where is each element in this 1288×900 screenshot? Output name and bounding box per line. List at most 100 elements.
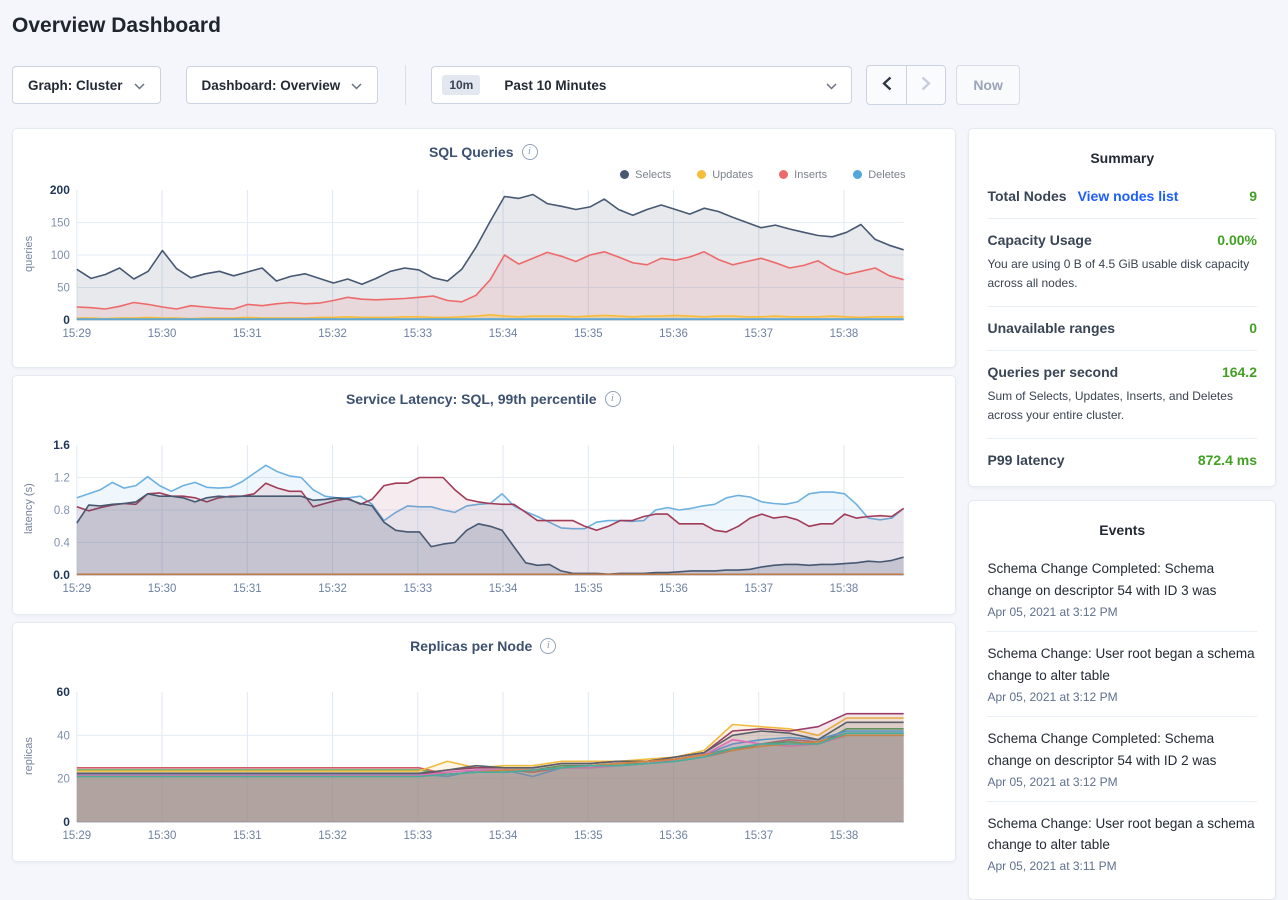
summary-row-total-nodes: Total Nodes View nodes list 9 [987, 175, 1257, 219]
legend-dot [853, 170, 863, 179]
event-item: Schema Change: User root began a schema … [987, 632, 1257, 717]
summary-value: 9 [1249, 188, 1257, 204]
replicas-per-node-chart[interactable]: 15:29 15:30 15:31 15:32 15:33 15:34 15:35 15:36… [37, 686, 945, 844]
svg-text:20: 20 [57, 774, 70, 786]
legend-label: Selects [635, 168, 672, 181]
now-button[interactable]: Now [956, 65, 1020, 105]
chevron-down-icon [133, 78, 145, 93]
svg-text:15:29: 15:29 [63, 328, 92, 340]
svg-text:15:38: 15:38 [830, 328, 859, 340]
page-title: Overview Dashboard [12, 14, 221, 37]
summary-label: Queries per second [987, 364, 1119, 381]
svg-text:15:31: 15:31 [233, 830, 262, 842]
summary-row-unavailable-ranges: Unavailable ranges 0 [987, 307, 1257, 352]
legend-item-selects[interactable]: Selects [620, 168, 671, 181]
legend-item-inserts[interactable]: Inserts [779, 168, 827, 181]
service-latency-chart[interactable]: 15:29 15:30 15:31 15:32 15:33 15:34 15:35 15:36… [37, 439, 945, 597]
summary-label: Unavailable ranges [987, 320, 1116, 337]
svg-text:15:37: 15:37 [744, 583, 773, 595]
svg-text:15:36: 15:36 [659, 583, 688, 595]
svg-text:15:30: 15:30 [148, 328, 177, 340]
svg-text:15:35: 15:35 [574, 830, 603, 842]
event-text: Schema Change Completed: Schema change o… [987, 561, 1217, 599]
summary-value: 164.2 [1221, 364, 1257, 381]
chevron-down-icon [351, 78, 362, 93]
view-nodes-list-link[interactable]: View nodes list [1077, 188, 1179, 204]
svg-text:15:37: 15:37 [744, 830, 773, 842]
svg-text:15:38: 15:38 [830, 583, 859, 595]
svg-text:0.0: 0.0 [53, 568, 70, 582]
y-axis-label: replicas [23, 737, 35, 775]
svg-text:15:36: 15:36 [659, 830, 688, 842]
event-timestamp: Apr 05, 2021 at 3:12 PM [987, 689, 1118, 704]
svg-text:0.4: 0.4 [54, 537, 71, 549]
graph-selector-dropdown[interactable]: Graph: Cluster [12, 66, 161, 104]
y-axis-label: latency (s) [23, 483, 35, 535]
svg-text:1.2: 1.2 [54, 472, 70, 484]
svg-text:15:36: 15:36 [659, 328, 688, 340]
plot-row: replicas 15:29 15:30 15:31 15:32 15:33 15:34 1… [21, 686, 945, 844]
svg-text:15:30: 15:30 [148, 830, 177, 842]
svg-text:15:33: 15:33 [403, 328, 432, 340]
event-text: Schema Change: User root began a schema … [987, 646, 1255, 683]
summary-label: Capacity Usage [987, 232, 1092, 248]
previous-time-window-button[interactable] [867, 66, 906, 104]
plot-row: queries 15:29 15:30 15:31 15:32 15:33 15:34 15… [21, 184, 945, 342]
info-icon[interactable]: i [540, 638, 557, 654]
summary-description: You are using 0 B of 4.5 GiB usable disk… [987, 257, 1250, 290]
time-range-label: Past 10 Minutes [504, 77, 607, 93]
main-content: SQL Queries i Selects Updates Inserts Delet… [12, 128, 1276, 900]
svg-text:1.6: 1.6 [53, 439, 70, 452]
svg-text:15:33: 15:33 [403, 830, 432, 842]
event-text: Schema Change: User root began a schema … [987, 815, 1255, 853]
chart-card-sql-queries: SQL Queries i Selects Updates Inserts Delet… [12, 128, 957, 368]
summary-row-queries-per-second: Queries per second 164.2 Sum of Selects,… [987, 351, 1257, 440]
time-range-dropdown[interactable]: 10m Past 10 Minutes [431, 66, 853, 104]
chart-card-service-latency: Service Latency: SQL, 99th percentile i … [12, 375, 957, 615]
svg-text:15:34: 15:34 [489, 830, 518, 842]
svg-text:100: 100 [51, 250, 70, 262]
legend-dot [779, 170, 789, 179]
event-item: Schema Change: User root began a schema … [987, 802, 1257, 886]
chevron-right-icon [921, 76, 932, 94]
svg-text:0: 0 [63, 313, 70, 327]
chart-title: Replicas per Node [410, 638, 533, 654]
svg-text:15:38: 15:38 [830, 830, 859, 842]
legend-label: Deletes [868, 168, 906, 181]
legend-item-deletes[interactable]: Deletes [853, 168, 905, 181]
summary-panel: Summary Total Nodes View nodes list 9 Ca… [968, 128, 1276, 488]
dashboard-selector-dropdown[interactable]: Dashboard: Overview [185, 66, 379, 104]
toolbar: Graph: Cluster Dashboard: Overview 10m P… [12, 65, 1276, 105]
chevron-left-icon [882, 76, 892, 94]
legend-dot [620, 170, 630, 179]
sql-queries-chart[interactable]: 15:29 15:30 15:31 15:32 15:33 15:34 15:35 15:36… [37, 184, 945, 342]
info-icon[interactable]: i [521, 144, 538, 160]
svg-text:150: 150 [51, 217, 70, 229]
chart-title: Service Latency: SQL, 99th percentile [345, 391, 597, 407]
svg-text:15:32: 15:32 [318, 830, 347, 842]
summary-row-p99-latency: P99 latency 872.4 ms [987, 439, 1257, 482]
svg-text:15:31: 15:31 [233, 583, 262, 595]
svg-text:15:32: 15:32 [318, 328, 347, 340]
next-time-window-button[interactable] [906, 66, 945, 104]
summary-value: 872.4 ms [1197, 452, 1257, 469]
time-window-nav-group [866, 65, 947, 105]
svg-text:15:30: 15:30 [148, 583, 177, 595]
event-text: Schema Change Completed: Schema change o… [987, 730, 1217, 768]
sidebar-column: Summary Total Nodes View nodes list 9 Ca… [968, 128, 1276, 900]
svg-text:60: 60 [57, 686, 71, 699]
svg-text:15:29: 15:29 [63, 583, 92, 595]
svg-text:15:35: 15:35 [574, 328, 603, 340]
events-title: Events [1099, 522, 1146, 539]
summary-title: Summary [1090, 150, 1155, 166]
summary-value: 0.00% [1217, 232, 1257, 248]
chart-header: Service Latency: SQL, 99th percentile i [21, 390, 945, 408]
svg-text:50: 50 [57, 282, 70, 294]
info-icon[interactable]: i [604, 391, 621, 407]
svg-text:15:31: 15:31 [233, 328, 262, 340]
svg-text:0.8: 0.8 [54, 505, 70, 517]
charts-column: SQL Queries i Selects Updates Inserts Delet… [12, 128, 957, 862]
svg-text:15:35: 15:35 [574, 583, 603, 595]
event-item: Schema Change Completed: Schema change o… [987, 717, 1257, 802]
legend-item-updates[interactable]: Updates [697, 168, 753, 181]
